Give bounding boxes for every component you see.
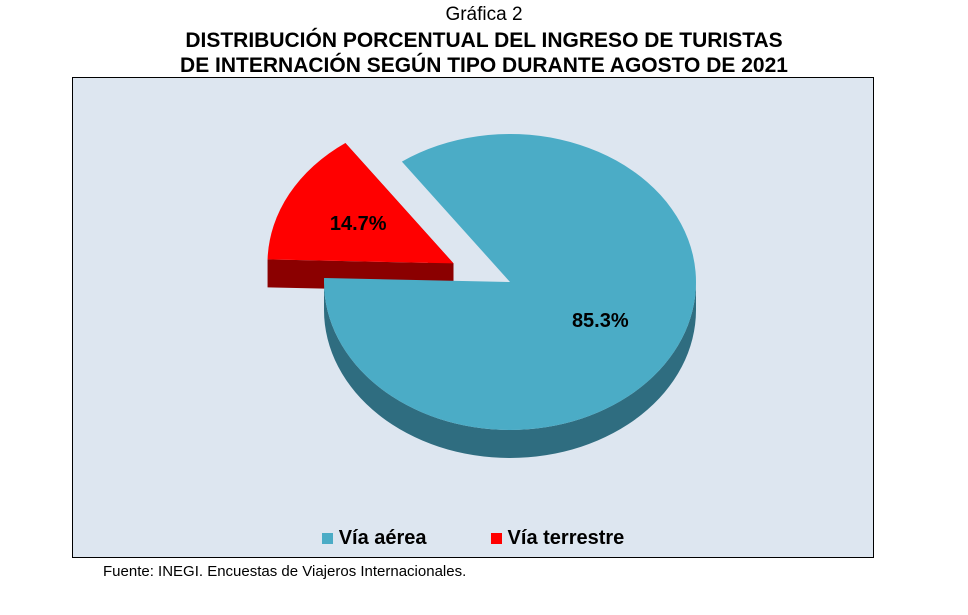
pie-slice-via-aerea: [324, 133, 697, 431]
pie-chart: 85.3% 14.7%: [267, 133, 697, 458]
chart-title-line-1: DISTRIBUCIÓN PORCENTUAL DEL INGRESO DE T…: [185, 29, 783, 52]
pie-label-via-terrestre: 14.7%: [330, 213, 387, 235]
chart-title-line-2: DE INTERNACIÓN SEGÚN TIPO DURANTE AGOSTO…: [180, 54, 788, 77]
legend-label-via-aerea: Vía aérea: [338, 527, 427, 549]
legend-swatch-via-terrestre: [490, 533, 502, 544]
chart-plot-area: 85.3% 14.7% Vía aérea Vía terrestre: [72, 77, 874, 558]
legend-item-via-aerea: Vía aérea: [321, 527, 427, 550]
legend-swatch-via-aerea: [321, 533, 333, 544]
pie-tops: [267, 133, 697, 431]
legend-item-via-terrestre: Vía terrestre: [490, 527, 625, 550]
pie-labels: 85.3% 14.7%: [330, 213, 629, 332]
chart-caption: Gráfica 2: [445, 4, 523, 25]
pie-side-via-aerea: [324, 282, 696, 458]
chart-legend: Vía aérea Vía terrestre: [73, 527, 873, 550]
chart-title: DISTRIBUCIÓN PORCENTUAL DEL INGRESO DE T…: [0, 28, 968, 78]
chart-source-note: Fuente: INEGI. Encuestas de Viajeros Int…: [103, 563, 467, 580]
pie-label-via-aerea: 85.3%: [572, 310, 629, 332]
pie-slice-via-terrestre: [267, 142, 454, 264]
legend-label-via-terrestre: Vía terrestre: [507, 527, 625, 549]
